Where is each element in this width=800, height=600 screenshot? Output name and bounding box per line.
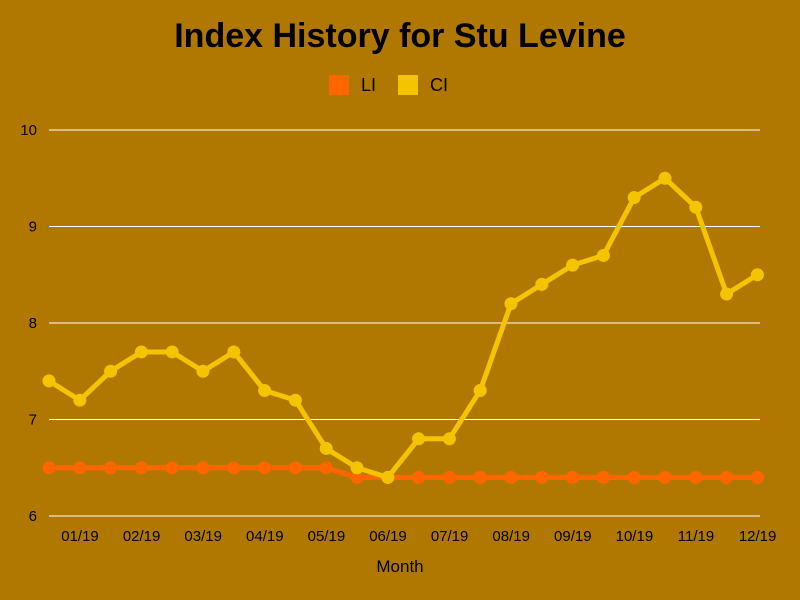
x-tick-label: 02/19 <box>123 528 161 545</box>
x-tick-label: 12/19 <box>739 528 777 545</box>
y-tick-label: 10 <box>20 122 37 139</box>
series-line <box>47 175 759 480</box>
data-point <box>689 470 703 484</box>
data-point <box>196 461 210 475</box>
series-ci <box>42 171 764 484</box>
data-point <box>288 393 302 407</box>
x-tick-label: 01/19 <box>61 528 99 545</box>
series-li <box>42 461 764 484</box>
x-tick-label: 08/19 <box>492 528 530 545</box>
data-point <box>104 364 118 378</box>
data-point <box>42 374 56 388</box>
data-point <box>165 345 179 359</box>
data-point <box>319 461 333 475</box>
legend-label: LI <box>361 75 376 95</box>
x-tick-label: 09/19 <box>554 528 592 545</box>
data-point <box>350 461 364 475</box>
data-point <box>73 461 87 475</box>
data-point <box>258 461 272 475</box>
data-point <box>350 470 364 484</box>
x-tick-label: 10/19 <box>616 528 654 545</box>
data-point <box>134 461 148 475</box>
data-point <box>504 297 518 311</box>
legend-item-li: LI <box>329 75 376 95</box>
data-point <box>720 287 734 301</box>
x-tick-label: 07/19 <box>431 528 469 545</box>
x-tick-label: 05/19 <box>308 528 346 545</box>
data-point <box>104 461 118 475</box>
data-point <box>596 470 610 484</box>
data-point <box>319 441 333 455</box>
data-point <box>658 470 672 484</box>
data-point <box>689 200 703 214</box>
data-point <box>258 384 272 398</box>
gridlines <box>49 129 760 517</box>
x-axis-ticks: 01/19 02/19 03/19 04/19 05/19 06/19 07/19 08/19… <box>61 528 776 545</box>
data-point <box>412 470 426 484</box>
series-group <box>42 171 764 484</box>
legend-swatch <box>398 75 418 95</box>
data-point <box>566 470 580 484</box>
legend: LI CI <box>329 75 448 95</box>
data-point <box>473 384 487 398</box>
data-point <box>566 258 580 272</box>
x-tick-label: 03/19 <box>184 528 222 545</box>
data-point <box>627 191 641 205</box>
data-point <box>535 277 549 291</box>
data-point <box>442 470 456 484</box>
data-point <box>196 364 210 378</box>
x-tick-label: 04/19 <box>246 528 284 545</box>
legend-swatch <box>329 75 349 95</box>
data-point <box>627 470 641 484</box>
x-axis-label: Month <box>376 557 423 576</box>
data-point <box>750 268 764 282</box>
data-point <box>504 470 518 484</box>
data-point <box>412 432 426 446</box>
data-point <box>596 248 610 262</box>
series-line <box>49 465 758 480</box>
y-tick-label: 6 <box>29 508 37 525</box>
data-point <box>473 470 487 484</box>
data-point <box>227 461 241 475</box>
data-point <box>381 470 395 484</box>
y-axis-ticks: 6 7 8 9 10 <box>20 122 37 525</box>
y-tick-label: 8 <box>29 315 37 332</box>
data-point <box>442 432 456 446</box>
data-point <box>134 345 148 359</box>
chart-title: Index History for Stu Levine <box>174 17 626 55</box>
data-point <box>288 461 302 475</box>
data-point <box>720 470 734 484</box>
data-point <box>42 461 56 475</box>
y-tick-label: 9 <box>29 219 37 236</box>
data-point <box>750 470 764 484</box>
x-tick-label: 06/19 <box>369 528 407 545</box>
data-point <box>165 461 179 475</box>
data-point <box>658 171 672 185</box>
data-point <box>227 345 241 359</box>
legend-item-ci: CI <box>398 75 448 95</box>
y-tick-label: 7 <box>29 412 37 429</box>
x-tick-label: 11/19 <box>678 528 714 545</box>
legend-label: CI <box>430 75 448 95</box>
data-point <box>73 393 87 407</box>
data-point <box>535 470 549 484</box>
